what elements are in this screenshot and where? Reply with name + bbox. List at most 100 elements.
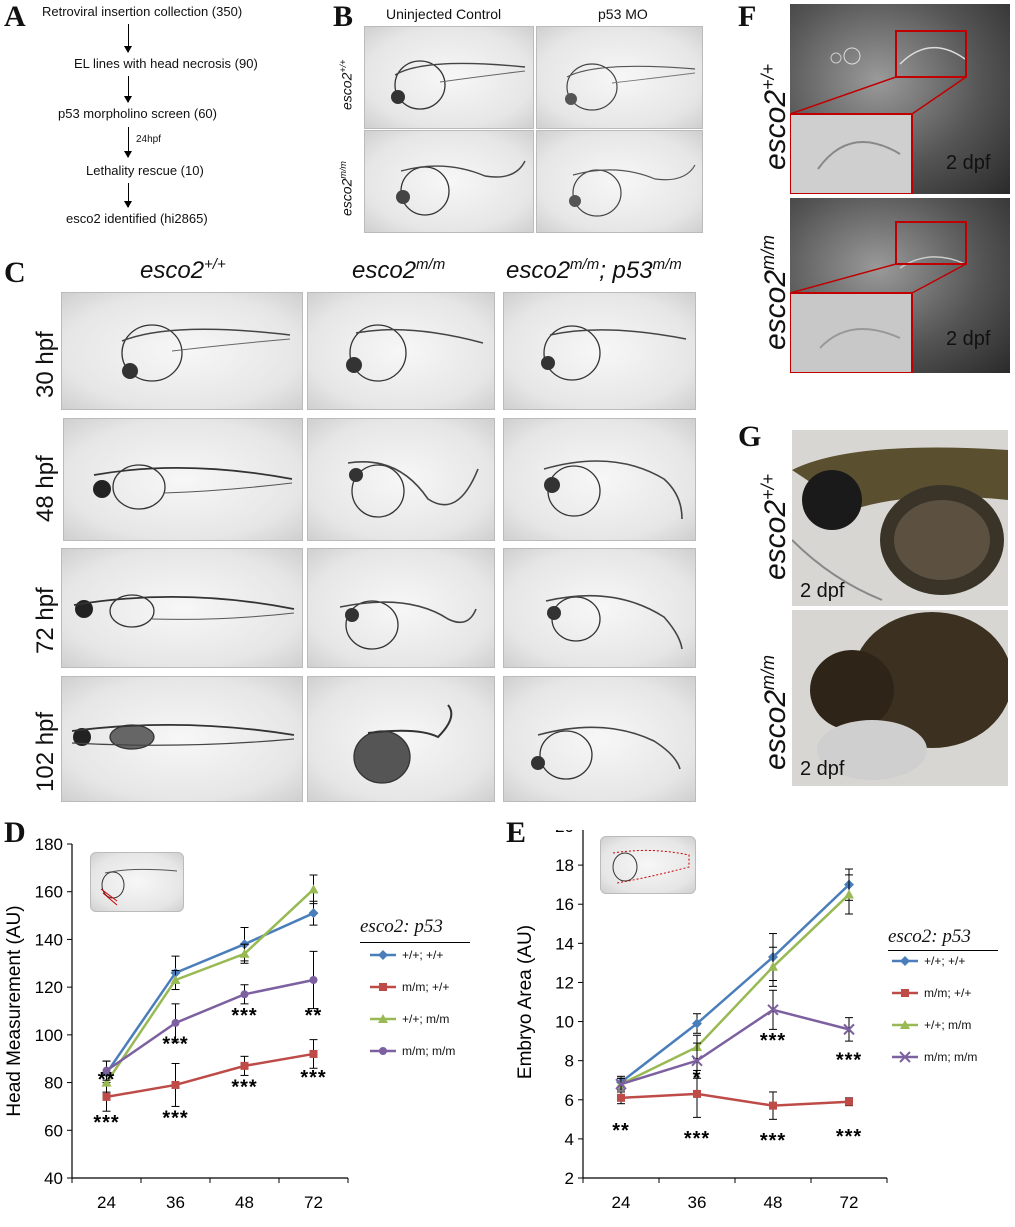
panel-label-g: G	[738, 420, 762, 453]
panel-c-image-wt-102	[61, 676, 303, 802]
data-point	[240, 990, 249, 999]
y-tick-label: 2	[565, 1169, 574, 1188]
panel-c-image-double-48	[503, 418, 696, 541]
panel-c-row-48hpf: 48 hpf	[32, 455, 59, 522]
panel-label-d: D	[4, 816, 26, 849]
series-line-2	[620, 893, 850, 1086]
legend-label: m/m; m/m	[924, 1050, 978, 1064]
x-tick-label: 36	[688, 1193, 707, 1212]
y-tick-label: 8	[565, 1052, 574, 1071]
legend-swatch	[892, 956, 918, 966]
panel-g-stage-wt: 2 dpf	[800, 580, 845, 602]
data-point	[240, 1061, 249, 1070]
y-axis-label: Head Measurement (AU)	[4, 905, 25, 1116]
legend-d-underline	[360, 942, 470, 943]
panel-c-image-wt-48	[63, 418, 303, 541]
y-tick-label: 4	[565, 1130, 574, 1149]
data-point	[309, 975, 318, 984]
significance-stars: ***	[836, 1050, 862, 1072]
significance-stars: ***	[93, 1112, 119, 1134]
panel-label-a: A	[4, 0, 26, 33]
flow-arrow-4	[124, 183, 132, 208]
flow-step-4: Lethality rescue (10)	[86, 163, 204, 178]
x-tick-label: 48	[764, 1193, 783, 1212]
panel-c-image-mut-48	[307, 418, 495, 541]
legend-item: m/m; m/m	[892, 1050, 977, 1064]
panel-b-row-wt: esco2+/+	[338, 59, 355, 110]
significance-stars: **	[305, 1005, 323, 1027]
y-tick-label: 20	[555, 830, 574, 836]
x-tick-label: 72	[304, 1193, 323, 1212]
x-tick-label: 36	[166, 1193, 185, 1212]
legend-label: m/m; +/+	[402, 980, 450, 994]
series-line-3	[620, 1008, 850, 1086]
legend-item: +/+; +/+	[892, 954, 965, 968]
data-point	[691, 1054, 703, 1067]
series-line-0	[105, 912, 315, 1074]
panel-c-row-72hpf: 72 hpf	[32, 587, 59, 654]
legend-swatch-marker	[378, 950, 388, 960]
panel-f-stage-mut: 2 dpf	[946, 328, 991, 350]
legend-e-title: esco2: p53	[888, 926, 971, 947]
panel-f-image-mut	[790, 198, 1010, 373]
significance-stars: **	[98, 1069, 116, 1091]
y-tick-label: 16	[555, 895, 574, 914]
data-point	[615, 1078, 627, 1090]
legend-label: m/m; +/+	[924, 986, 972, 1000]
panel-f-row-wt: esco2+/+	[758, 63, 792, 170]
legend-d-title: esco2: p53	[360, 916, 443, 937]
legend-swatch	[892, 1020, 918, 1029]
legend-label: +/+; m/m	[402, 1012, 450, 1026]
series-line-2	[105, 888, 315, 1084]
significance-stars: **	[612, 1120, 630, 1142]
legend-swatch	[370, 983, 396, 991]
panel-label-e: E	[506, 816, 527, 849]
data-point	[767, 1004, 779, 1016]
y-tick-label: 160	[35, 883, 63, 902]
legend-item: m/m; +/+	[370, 980, 449, 994]
panel-c-image-double-30	[503, 292, 696, 410]
legend-swatch	[892, 989, 918, 997]
significance-stars: ***	[836, 1126, 862, 1148]
flow-note-24hpf: 24hpf	[136, 134, 162, 145]
panel-g-row-wt: esco2+/+	[758, 473, 792, 580]
panel-c-row-30hpf: 30 hpf	[32, 331, 59, 398]
panel-label-c: C	[4, 256, 26, 289]
panel-c-image-wt-30	[61, 292, 303, 410]
panel-g-image-wt	[792, 430, 1008, 606]
data-point	[171, 1018, 180, 1027]
chart-embryo-area: 246810121416182024364872Embryo Area (AU)…	[515, 830, 888, 1212]
flow-step-2: EL lines with head necrosis (90)	[74, 56, 258, 71]
significance-stars: *	[693, 1067, 702, 1089]
legend-e-underline	[888, 950, 998, 951]
panel-c-image-double-102	[503, 676, 696, 802]
panel-g-row-mut: esco2m/m	[758, 654, 792, 770]
data-point	[617, 1093, 625, 1102]
significance-stars: ***	[162, 1107, 188, 1129]
y-tick-label: 100	[35, 1026, 63, 1045]
data-point	[769, 1101, 777, 1110]
legend-swatch-marker	[900, 1020, 910, 1029]
y-tick-label: 10	[555, 1013, 574, 1032]
panel-e-inset	[600, 836, 696, 894]
y-tick-label: 140	[35, 930, 63, 949]
y-tick-label: 6	[565, 1091, 574, 1110]
panel-b-col-uninjected: Uninjected Control	[386, 6, 502, 22]
data-point	[844, 889, 854, 899]
x-tick-label: 48	[235, 1193, 254, 1212]
panel-d-inset	[90, 852, 184, 912]
panel-c-image-mut-102	[307, 676, 495, 802]
y-tick-label: 40	[44, 1169, 63, 1188]
x-tick-label: 24	[612, 1193, 631, 1212]
series-line-1	[106, 1052, 314, 1099]
legend-label: +/+; +/+	[924, 954, 966, 968]
legend-swatch-marker	[378, 1014, 388, 1023]
panel-b-image-wt-control	[364, 26, 534, 129]
y-tick-label: 120	[35, 978, 63, 997]
flow-step-3: p53 morpholino screen (60)	[58, 106, 217, 121]
panel-c-image-mut-30	[307, 292, 495, 410]
legend-item: +/+; +/+	[370, 948, 443, 962]
panel-f-row-mut: esco2m/m	[758, 234, 792, 350]
series-line-1	[620, 1092, 850, 1107]
data-point	[102, 1066, 111, 1075]
